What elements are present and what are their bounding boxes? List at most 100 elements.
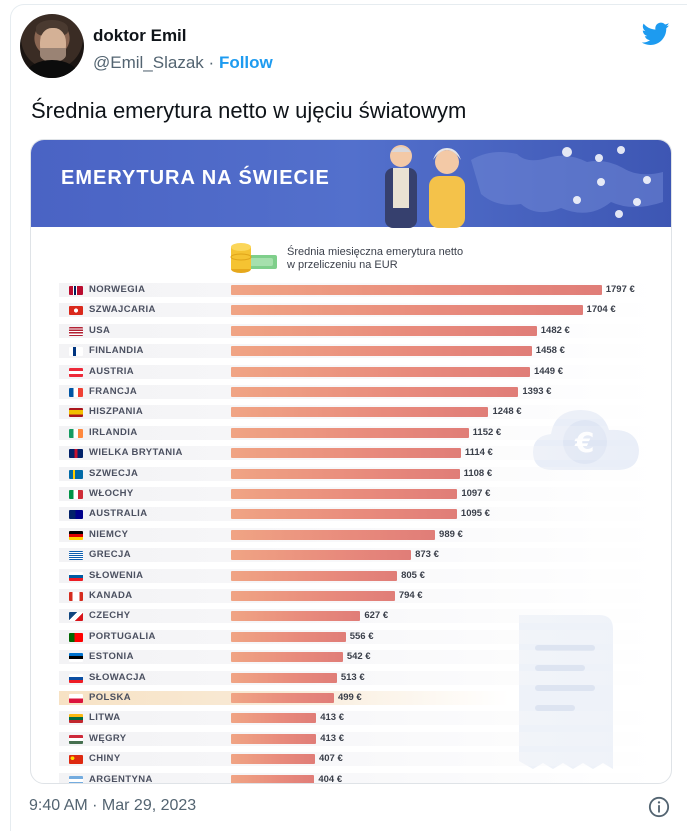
country-flag-icon [69, 673, 83, 683]
chart-row-0: NORWEGIA 1797 € [59, 282, 659, 298]
handle-separator: · [208, 53, 215, 72]
bar-21 [231, 713, 317, 724]
country-flag-icon [69, 755, 83, 765]
country-flag-icon [69, 388, 83, 397]
bar-4 [231, 366, 530, 377]
row-background [59, 731, 659, 746]
country-flag-icon [69, 632, 83, 642]
country-flag-icon [69, 408, 83, 418]
row-background [59, 670, 659, 685]
country-label: LITWA [89, 712, 121, 724]
country-label: ESTONIA [89, 651, 134, 663]
country-label: SZWAJCARIA [89, 304, 156, 316]
value-label: 1152 € [472, 426, 502, 438]
infographic-banner: EMERYTURA NA ŚWIECIE [31, 140, 671, 228]
country-flag-icon [69, 306, 83, 316]
follow-button[interactable]: Follow [218, 53, 273, 72]
value-label: 542 € [346, 651, 371, 663]
bar-23 [231, 754, 315, 765]
chart-row-10: WŁOCHY 1097 € [59, 486, 659, 502]
country-flag-icon [69, 775, 83, 783]
row-background [59, 711, 659, 726]
country-label: FRANCJA [89, 386, 138, 397]
country-flag-icon [69, 469, 83, 479]
country-flag-icon [69, 734, 83, 744]
country-label: HISZPANIA [89, 406, 144, 418]
chart-row-11: AUSTRALIA 1095 € [59, 506, 659, 522]
value-label: 513 € [340, 671, 365, 683]
bar-0 [231, 285, 602, 295]
chart-row-12: NIEMCY 989 € [59, 527, 659, 543]
chart-row-17: PORTUGALIA 556 € [59, 629, 659, 645]
value-label: 1097 € [461, 488, 491, 499]
info-icon[interactable] [648, 796, 670, 818]
value-label: 1393 € [522, 386, 552, 397]
subtitle-line-2: w przeliczeniu na EUR [287, 259, 398, 271]
value-label: 1114 € [464, 447, 493, 459]
bar-3 [231, 346, 532, 357]
value-label: 1108 € [463, 467, 493, 479]
country-flag-icon [69, 714, 83, 724]
country-label: SZWECJA [89, 467, 139, 479]
country-label: SŁOWENIA [89, 569, 144, 581]
elderly-couple-illustration [385, 145, 465, 228]
tweet-timestamp[interactable]: 9:40 AM · Mar 29, 2023 [29, 797, 197, 814]
country-flag-icon [69, 286, 83, 295]
value-label: 873 € [415, 549, 439, 561]
chart-row-13: GRECJA 873 € [59, 547, 659, 563]
chart-row-18: ESTONIA 542 € [59, 649, 659, 665]
chart-row-2: USA 1482 € [59, 323, 659, 339]
author-handle[interactable]: @Emil_Slazak [93, 53, 204, 72]
row-background [59, 691, 659, 705]
country-flag-icon [69, 551, 83, 561]
bar-10 [231, 489, 458, 499]
infographic-image[interactable]: EMERYTURA NA ŚWIECIE [30, 139, 672, 784]
country-flag-icon [69, 592, 83, 601]
value-label: 499 € [337, 692, 362, 703]
country-label: ARGENTYNA [89, 773, 153, 784]
value-label: 413 € [320, 712, 344, 724]
bar-1 [231, 305, 583, 316]
money-coins-icon [230, 243, 277, 273]
tweet-card [10, 4, 687, 831]
chart-row-22: WĘGRY 413 € [59, 731, 659, 747]
value-label: 407 € [318, 753, 343, 765]
country-flag-icon [69, 530, 83, 540]
chart-row-9: SZWECJA 1108 € [59, 466, 659, 482]
country-label: WĘGRY [89, 732, 127, 744]
country-label: GRECJA [89, 549, 131, 561]
row-background [59, 629, 659, 644]
country-label: CHINY [89, 753, 121, 765]
value-label: 1797 € [605, 284, 635, 295]
chart-subtitle: Średnia miesięczna emerytura netto w prz… [229, 239, 509, 279]
bar-9 [231, 468, 460, 479]
country-flag-icon [69, 449, 83, 459]
country-label: CZECHY [89, 610, 131, 622]
chart-row-23: CHINY 407 € [59, 751, 659, 767]
chart-row-8: WIELKA BRYTANIA 1114 € [59, 445, 659, 461]
country-flag-icon [69, 367, 83, 377]
country-label: KANADA [89, 590, 133, 601]
chart-row-14: SŁOWENIA 805 € [59, 568, 659, 584]
value-label: 1248 € [492, 406, 522, 418]
chart-row-24: ARGENTYNA 404 € [59, 772, 659, 784]
country-label: IRLANDIA [89, 426, 138, 438]
row-background [59, 650, 659, 665]
world-map-icon [471, 146, 663, 218]
chart-row-19: SŁOWACJA 513 € [59, 670, 659, 686]
chart-row-16: CZECHY 627 € [59, 608, 659, 624]
country-label: USA [89, 324, 111, 336]
bar-16 [231, 611, 361, 622]
bar-17 [231, 631, 346, 642]
value-label: 627 € [364, 610, 389, 622]
author-avatar[interactable] [20, 14, 84, 78]
twitter-bird-icon[interactable] [640, 20, 672, 48]
country-flag-icon [69, 510, 83, 520]
country-label: SŁOWACJA [89, 671, 147, 683]
country-label: WŁOCHY [89, 488, 134, 499]
value-label: 989 € [439, 528, 463, 540]
bar-24 [231, 774, 315, 783]
bar-8 [231, 448, 461, 459]
author-name[interactable]: doktor Emil [93, 26, 187, 45]
country-label: PORTUGALIA [89, 630, 156, 642]
